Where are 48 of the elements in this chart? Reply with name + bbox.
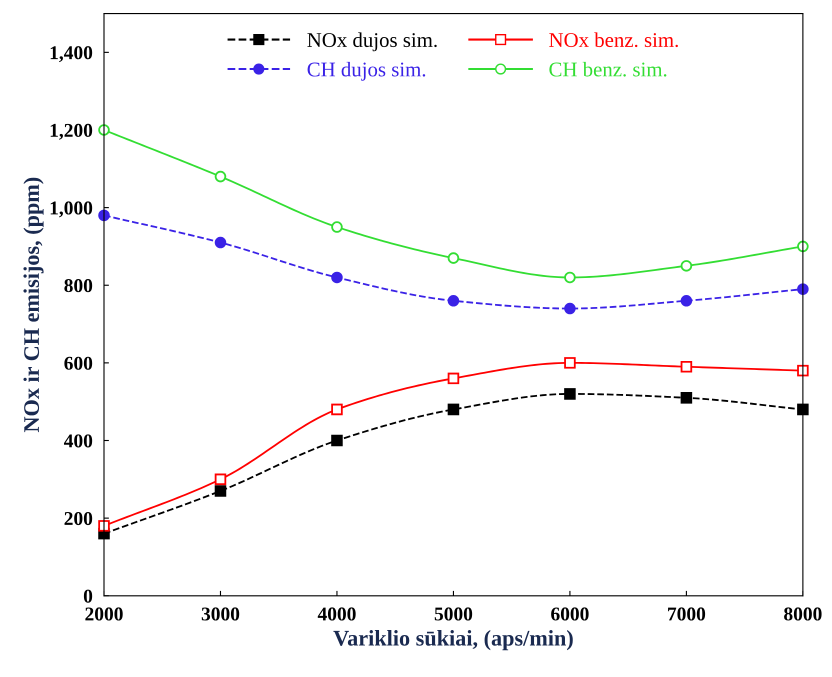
point: [331, 272, 343, 284]
y-tick-label: 0: [84, 590, 92, 603]
point: [98, 520, 110, 532]
x-tick-label: 4000: [318, 607, 356, 621]
point: [680, 360, 692, 373]
legend-label: NOx dujos sim.: [307, 32, 437, 52]
y-tick-label: 200: [64, 512, 92, 526]
x-tick-label: 6000: [551, 607, 589, 621]
point: [680, 295, 692, 307]
x-tick-label: 7000: [668, 607, 706, 621]
point: [331, 434, 343, 446]
x-tick-label: 8000: [784, 607, 822, 621]
legend-label: CH benz. sim.: [549, 62, 666, 77]
x-tick-label: 3000: [202, 607, 240, 621]
point: [680, 392, 692, 404]
y-tick-label: 1,200: [50, 124, 92, 140]
y-axis-title: NOx ir CH emisijos, (ppm): [23, 178, 44, 432]
point: [564, 272, 576, 284]
point: [214, 485, 226, 497]
y-tick-label: 1,400: [50, 46, 92, 62]
x-tick-label: 5000: [434, 607, 472, 621]
point: [797, 240, 809, 252]
point: [214, 236, 226, 248]
point: [564, 357, 576, 369]
point: [448, 404, 460, 416]
point: [331, 404, 343, 416]
y-tick-label: 1,000: [50, 201, 92, 218]
point: [331, 221, 343, 233]
point: [680, 260, 692, 272]
y-tick-label: 800: [64, 279, 92, 292]
x-axis-title: Variklio sūkiai, (aps/min): [333, 630, 573, 650]
x-tick-label: 2000: [85, 607, 123, 621]
point: [797, 364, 809, 376]
y-tick-label: 400: [64, 434, 92, 448]
point: [564, 302, 576, 314]
legend-label: NOx benz. sim.: [549, 32, 678, 48]
point: [448, 295, 460, 307]
point: [98, 210, 110, 222]
point: [448, 372, 460, 384]
point: [797, 283, 809, 295]
y-tick-label: 600: [64, 356, 92, 370]
point: [448, 252, 460, 264]
point: [564, 388, 576, 400]
point: [98, 124, 110, 136]
point: [214, 170, 226, 182]
legend-label: CH dujos sim.: [308, 62, 426, 81]
point: [797, 404, 809, 416]
point: [214, 474, 226, 486]
